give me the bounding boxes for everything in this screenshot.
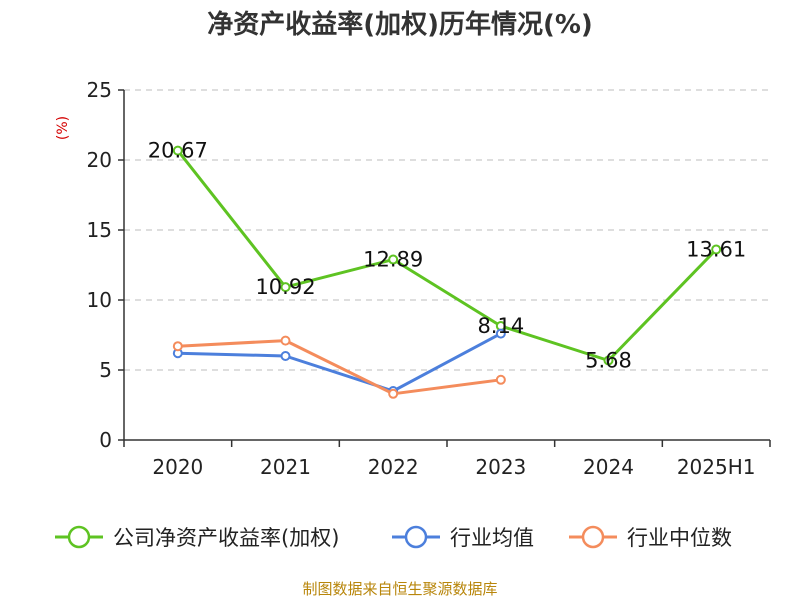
y-tick-label-0: 0 <box>99 428 112 452</box>
y-axis-label: (%) <box>55 116 71 140</box>
series-line-0 <box>176 149 718 362</box>
legend-item-1: 行业均值 <box>392 525 534 550</box>
series-0-point-1 <box>280 282 291 293</box>
data-labels: 20.67 10.92 12.89 8.14 5.68 13.61 <box>148 139 746 373</box>
legend: 公司净资产收益率(加权) 行业均值 行业中位数 <box>55 525 732 550</box>
series-lines <box>172 145 722 399</box>
series-2-point-3 <box>495 374 506 385</box>
y-tick-label-3: 15 <box>87 218 112 242</box>
legend-swatch-marker-2 <box>581 525 605 549</box>
axes: 0 5 10 15 20 25 2020 2021 2022 2023 2024 2025H1 <box>87 78 771 479</box>
y-tick-label-4: 20 <box>87 148 112 172</box>
legend-item-0: 公司净资产收益率(加权) <box>55 525 339 550</box>
y-tick-label-2: 10 <box>87 288 112 312</box>
series-0-point-5 <box>711 244 722 255</box>
series-0-point-4 <box>603 355 614 366</box>
legend-swatch-marker-0 <box>67 525 91 549</box>
legend-label-1: 行业均值 <box>450 526 534 550</box>
x-tick-label-1: 2021 <box>260 455 311 479</box>
y-tick-label-1: 5 <box>99 358 112 382</box>
series-1-point-1 <box>280 351 291 361</box>
series-line-1 <box>177 332 502 393</box>
source-note: 制图数据来自恒生聚源数据库 <box>302 580 497 598</box>
series-1-point-3 <box>495 328 506 339</box>
x-tick-label-3: 2023 <box>475 455 526 479</box>
legend-label-0: 公司净资产收益率(加权) <box>113 526 339 550</box>
data-label-4: 5.68 <box>585 348 632 372</box>
series-2-point-2 <box>388 388 399 399</box>
chart-title: 净资产收益率(加权)历年情况(%) <box>207 9 593 40</box>
series-0-point-0 <box>172 145 183 156</box>
data-label-3: 8.14 <box>477 314 524 338</box>
data-label-0: 20.67 <box>148 139 208 163</box>
x-tick-label-2: 2022 <box>368 455 419 479</box>
series-2-point-0 <box>172 341 183 352</box>
series-line-2 <box>177 339 501 396</box>
grid-lines <box>124 89 770 371</box>
series-2-point-1 <box>280 335 291 346</box>
data-label-1: 10.92 <box>255 275 315 299</box>
data-label-2: 12.89 <box>363 248 423 272</box>
x-tick-label-4: 2024 <box>583 455 634 479</box>
x-tick-label-5: 2025H1 <box>677 455 756 479</box>
x-tick-label-0: 2020 <box>152 455 203 479</box>
y-tick-label-5: 25 <box>87 78 112 102</box>
legend-label-2: 行业中位数 <box>627 526 732 550</box>
data-label-5: 13.61 <box>686 237 746 261</box>
legend-item-2: 行业中位数 <box>569 525 732 550</box>
legend-swatch-marker-1 <box>404 525 428 549</box>
series-0-point-2 <box>388 254 399 265</box>
